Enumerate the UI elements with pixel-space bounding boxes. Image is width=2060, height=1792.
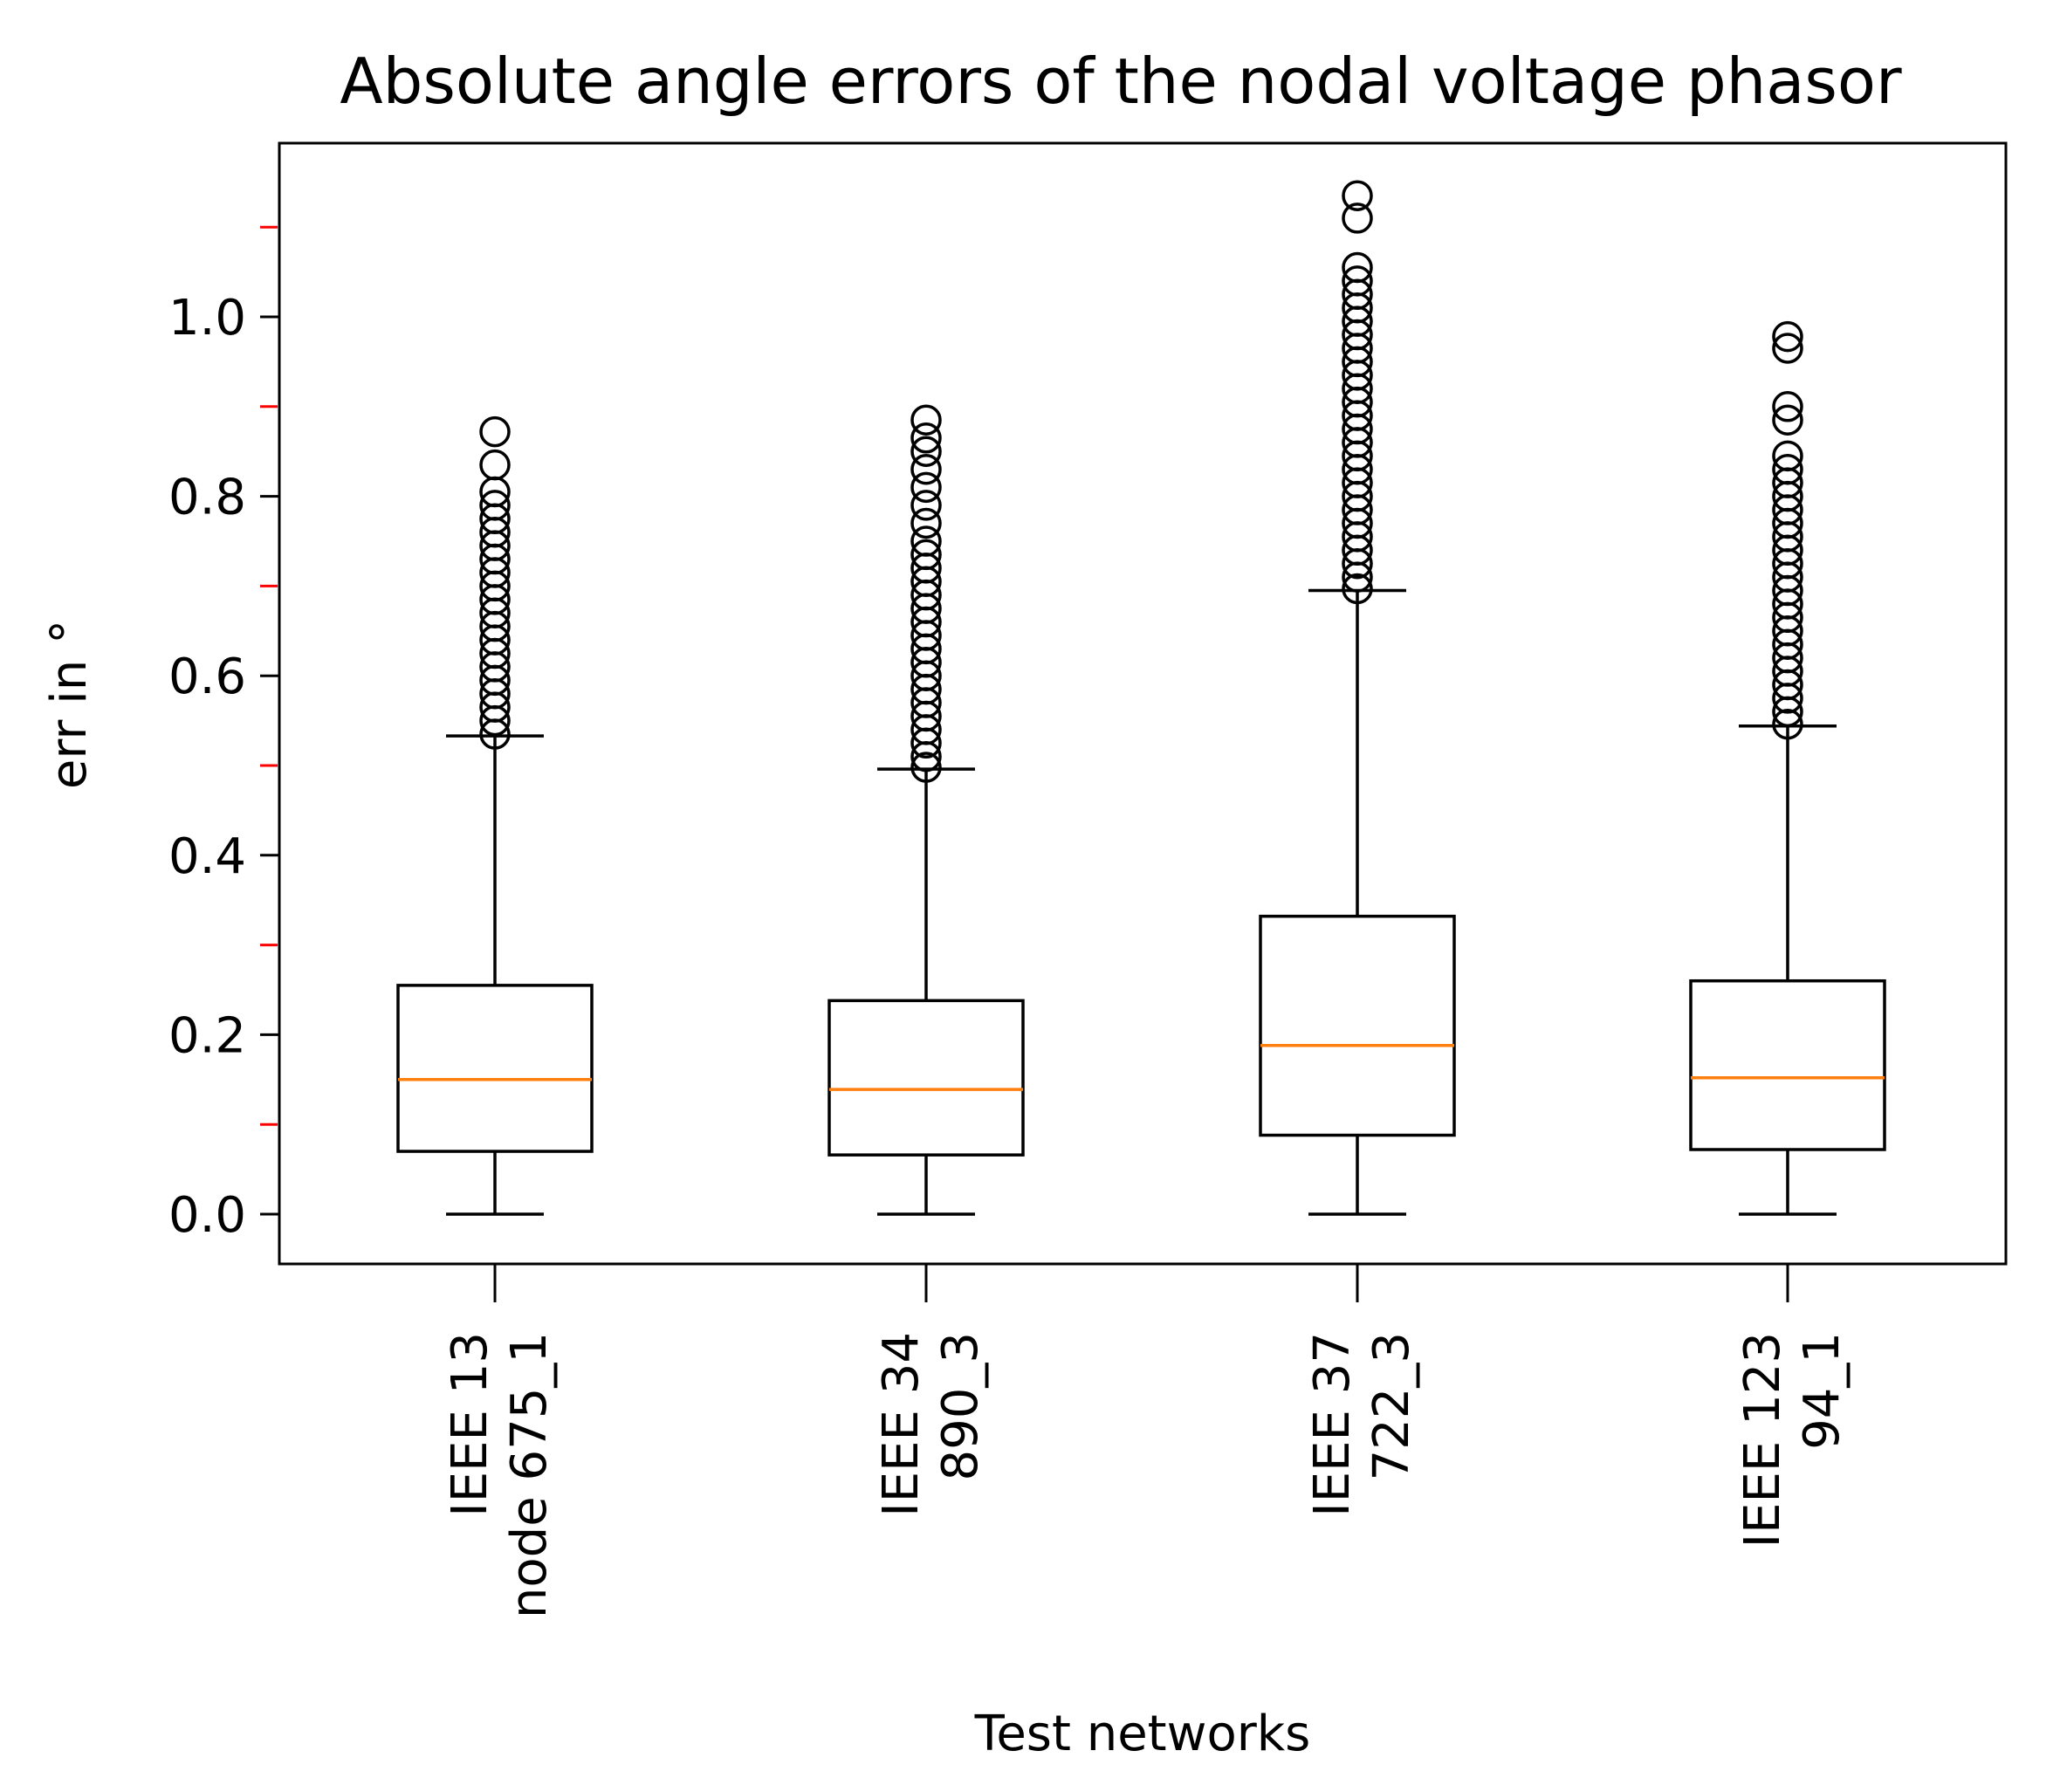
x-tick-label: IEEE 13 node 675_1 (442, 1332, 558, 1618)
x-tick-label: IEEE 123 94_1 (1734, 1332, 1851, 1548)
y-tick-label: 0.2 (168, 1007, 246, 1064)
outlier-point (479, 490, 511, 521)
outlier-point (1342, 251, 1373, 284)
iqr-box (827, 999, 1025, 1157)
x-tick-label-line1: IEEE 13 (442, 1332, 498, 1517)
outlier-point (1772, 320, 1803, 353)
y-axis: 0.0 0.2 0.4 0.6 0.8 1.0 (168, 225, 279, 1244)
outlier-point (1772, 440, 1803, 472)
x-tick-label-line1: IEEE 34 (873, 1332, 930, 1517)
outlier-point (910, 752, 942, 783)
x-axis: IEEE 13 node 675_1 IEEE 34 890_3 IEEE 37 722_… (442, 1264, 1851, 1618)
box-group (396, 415, 594, 1216)
outlier-point (910, 454, 942, 485)
plot-frame (278, 141, 2008, 1266)
outlier-point (1772, 454, 1803, 485)
y-tick-label: 0.6 (168, 649, 246, 705)
x-tick-label-line2: 722_3 (1363, 1332, 1420, 1481)
x-tick-label-line2: 890_3 (932, 1332, 989, 1481)
y-tick-label: 0.0 (168, 1187, 246, 1244)
box-group (1689, 320, 1886, 1216)
outlier-point (910, 471, 942, 504)
boxes-layer (396, 180, 1886, 1216)
x-axis-label: Test networks (974, 1706, 1311, 1762)
x-tick-label-line2: 94_1 (1794, 1332, 1851, 1450)
outlier-point (1342, 203, 1373, 234)
outlier-point (910, 422, 942, 454)
x-tick-label-line1: IEEE 123 (1734, 1332, 1791, 1548)
outlier-point (479, 449, 511, 481)
outlier-point (1772, 708, 1803, 740)
iqr-box (396, 984, 594, 1153)
box-group (1259, 180, 1456, 1216)
outlier-point (479, 415, 511, 448)
x-tick-label-line1: IEEE 37 (1304, 1332, 1361, 1517)
outlier-point (1772, 391, 1803, 422)
iqr-box (1259, 914, 1456, 1137)
outlier-point (910, 490, 942, 521)
chart-title: Absolute angle errors of the nodal volta… (340, 45, 1902, 118)
iqr-box (1689, 978, 1886, 1151)
y-tick-label: 0.4 (168, 828, 246, 885)
x-tick-label: IEEE 37 722_3 (1304, 1332, 1420, 1517)
outlier-point (1342, 265, 1373, 297)
outlier-point (1772, 404, 1803, 436)
outlier-point (1342, 180, 1373, 211)
outlier-point (910, 539, 942, 571)
outlier-point (910, 525, 942, 557)
y-tick-label: 0.8 (168, 470, 246, 526)
outlier-point (910, 436, 942, 467)
y-axis-label: err in ° (41, 620, 98, 789)
outlier-point (1342, 573, 1373, 605)
outlier-point (1772, 333, 1803, 364)
box-group (827, 404, 1025, 1216)
x-tick-label: IEEE 34 890_3 (873, 1332, 989, 1517)
outlier-point (910, 507, 942, 539)
outlier-point (910, 404, 942, 436)
x-tick-label-line2: node 675_1 (501, 1332, 558, 1618)
y-tick-label: 1.0 (168, 290, 246, 347)
